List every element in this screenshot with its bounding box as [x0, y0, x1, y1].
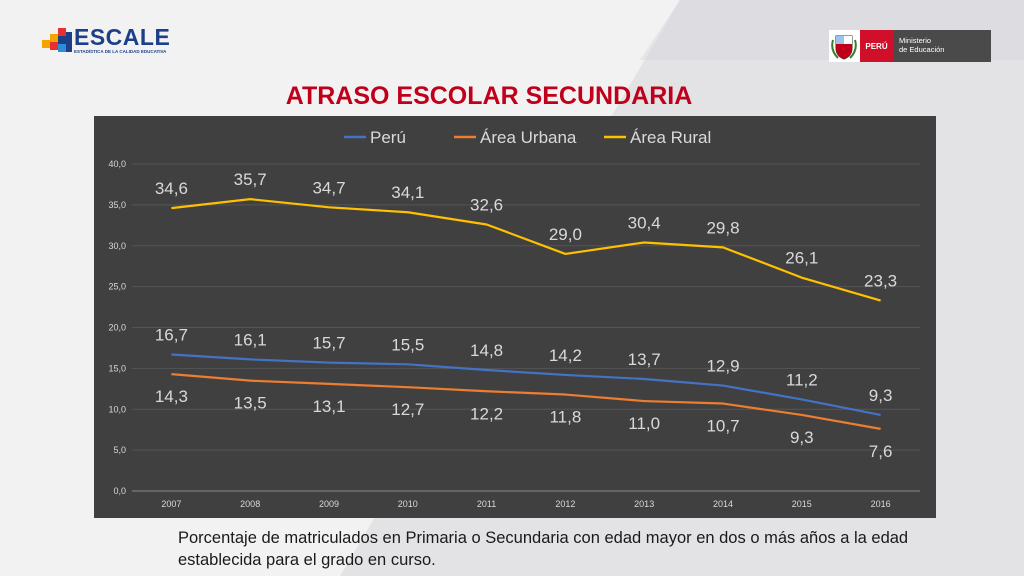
y-tick-label: 40,0	[108, 159, 126, 169]
data-label: 9,3	[790, 428, 814, 447]
y-tick-label: 35,0	[108, 200, 126, 210]
coat-of-arms-icon	[831, 35, 857, 60]
x-tick-label: 2010	[398, 499, 418, 509]
logo-subtitle: ESTADÍSTICA DE LA CALIDAD EDUCATIVA	[74, 49, 167, 54]
data-label: 12,7	[391, 400, 424, 419]
x-tick-label: 2013	[634, 499, 654, 509]
y-tick-label: 0,0	[113, 486, 126, 496]
x-tick-label: 2011	[477, 499, 496, 509]
data-label: 29,8	[706, 218, 739, 237]
y-tick-label: 5,0	[113, 445, 126, 455]
data-label: 32,6	[470, 195, 503, 214]
data-label: 13,5	[234, 394, 267, 413]
series-line	[171, 353, 881, 417]
legend-label: Área Urbana	[480, 128, 577, 147]
slide-caption: Porcentaje de matriculados en Primaria o…	[178, 529, 909, 569]
data-label: 26,1	[785, 249, 818, 268]
data-label: 11,0	[628, 414, 660, 433]
data-label: 11,2	[786, 370, 818, 389]
slide-title: ATRASO ESCOLAR SECUNDARIA	[285, 82, 693, 110]
data-label: 16,1	[234, 330, 267, 349]
data-label: 14,8	[470, 341, 503, 360]
series-line	[171, 373, 881, 430]
data-label: 30,4	[628, 213, 661, 232]
x-tick-label: 2016	[871, 499, 891, 509]
x-tick-label: 2009	[319, 499, 339, 509]
data-label: 11,8	[549, 408, 581, 427]
legend-label: Área Rural	[630, 128, 711, 147]
y-tick-label: 30,0	[108, 241, 126, 251]
line-chart: 0,0 5,0 10,0 15,0 20,0 25,0 30,0 35,0 40,0 2007 20…	[108, 128, 920, 509]
data-label: 35,7	[234, 170, 267, 189]
ministry-country: PERÚ	[860, 30, 893, 62]
data-label: 29,0	[549, 225, 582, 244]
data-label: 7,6	[869, 442, 893, 461]
y-tick-label: 15,0	[108, 363, 126, 373]
data-label: 15,5	[391, 335, 424, 354]
data-label: 12,9	[706, 357, 739, 376]
ministry-name-line1: Ministerio	[899, 36, 932, 45]
data-label: 9,3	[869, 386, 893, 405]
data-label: 14,3	[155, 387, 188, 406]
y-tick-label: 25,0	[108, 282, 126, 292]
x-tick-label: 2008	[240, 499, 260, 509]
data-label: 15,7	[312, 334, 345, 353]
logo-text: ESCALE	[74, 24, 171, 50]
series-line	[171, 198, 881, 302]
data-label: 34,1	[391, 183, 424, 202]
data-label: 10,7	[706, 417, 739, 436]
x-tick-label: 2007	[161, 499, 181, 509]
data-label: 14,2	[549, 346, 582, 365]
chart-area: 0,0 5,0 10,0 15,0 20,0 25,0 30,0 35,0 40,0 2007 20…	[94, 116, 936, 518]
y-tick-label: 10,0	[108, 404, 126, 414]
x-tick-label: 2014	[713, 499, 733, 509]
data-label: 34,6	[155, 179, 188, 198]
data-label: 13,7	[628, 350, 661, 369]
x-tick-label: 2015	[792, 499, 812, 509]
data-label: 16,7	[155, 325, 188, 344]
data-label: 34,7	[312, 178, 345, 197]
data-label: 23,3	[864, 272, 897, 291]
escale-logo-icon	[42, 28, 72, 52]
x-tick-label: 2012	[555, 499, 575, 509]
legend-label: Perú	[370, 128, 406, 147]
ministry-name: Ministerio de Educación	[893, 30, 991, 62]
ministry-name-line2: de Educación	[899, 44, 945, 54]
y-tick-label: 20,0	[108, 323, 126, 333]
ministry-logo: PERÚ Ministerio de Educación	[829, 30, 991, 62]
data-label: 13,1	[312, 397, 345, 416]
data-label: 12,2	[470, 404, 503, 423]
